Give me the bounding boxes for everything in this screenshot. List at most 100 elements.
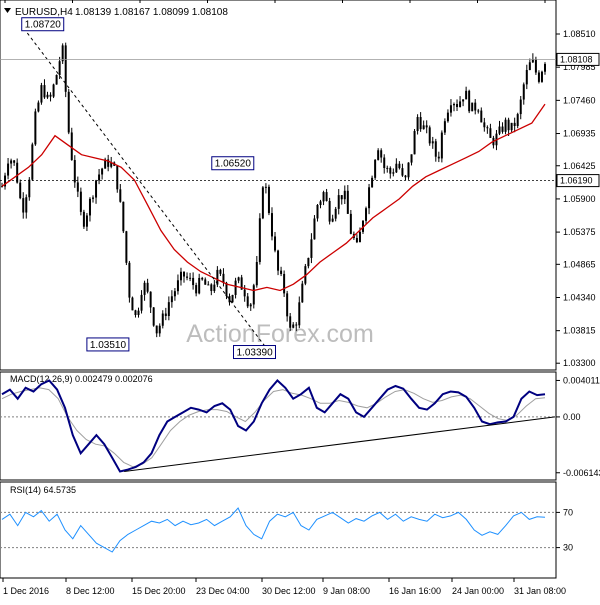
- candle-body: [368, 187, 371, 209]
- candle-body: [104, 159, 107, 169]
- time-axis-label: 30 Dec 12:00: [262, 586, 316, 596]
- time-axis-label: 15 Dec 20:00: [132, 586, 186, 596]
- candle-body: [310, 239, 313, 258]
- candle-body: [13, 160, 16, 163]
- candle-body: [383, 157, 386, 168]
- candle-body: [480, 110, 483, 123]
- price-axis-label: 1.06935: [563, 129, 596, 139]
- candle-body: [531, 59, 534, 63]
- candle-body: [155, 325, 158, 334]
- candle-body: [82, 211, 85, 227]
- candle-body: [7, 163, 10, 176]
- candle-body: [298, 302, 301, 326]
- candle-body: [158, 325, 161, 334]
- candle-body: [528, 62, 531, 70]
- candle-body: [234, 280, 237, 295]
- candle-body: [389, 167, 392, 174]
- candle-body: [122, 201, 125, 232]
- candle-body: [322, 192, 325, 202]
- candle-body: [513, 122, 516, 126]
- candle-body: [46, 94, 49, 98]
- candle-body: [434, 141, 437, 157]
- time-axis-label: 9 Jan 08:00: [323, 586, 370, 596]
- candle-body: [252, 285, 255, 305]
- candle-body: [440, 132, 443, 159]
- candle-body: [173, 291, 176, 297]
- candle-body: [207, 284, 210, 286]
- candle-body: [313, 218, 316, 240]
- candle-body: [477, 110, 480, 112]
- candle-body: [88, 198, 91, 216]
- candle-body: [428, 127, 431, 144]
- candle-body: [449, 105, 452, 113]
- candle-body: [167, 302, 170, 316]
- candle-body: [483, 122, 486, 128]
- candle-body: [22, 198, 25, 213]
- candle-body: [425, 125, 428, 128]
- candle-body: [101, 168, 104, 175]
- price-annotation-label: 1.03390: [237, 348, 274, 359]
- candle-body: [516, 114, 519, 126]
- macd-axis-label: 0.00: [563, 412, 581, 422]
- candle-body: [219, 269, 222, 274]
- candle-body: [398, 163, 401, 169]
- macd-title: MACD(12,26,9) 0.002479 0.002076: [10, 374, 153, 384]
- candle-body: [504, 119, 507, 132]
- candle-body: [468, 90, 471, 112]
- candle-body: [283, 273, 286, 294]
- candle-body: [419, 117, 422, 130]
- candle-body: [28, 179, 31, 198]
- candle-body: [31, 144, 34, 180]
- candle-body: [277, 250, 280, 271]
- candle-body: [361, 220, 364, 232]
- candle-body: [380, 150, 383, 158]
- candle-body: [52, 84, 55, 97]
- level-price-label: 1.06190: [560, 176, 593, 186]
- price-annotation-label: 1.03510: [90, 340, 127, 351]
- candle-body: [19, 182, 22, 199]
- candle-body: [125, 231, 128, 263]
- candle-body: [498, 126, 501, 134]
- price-axis-label: 1.03300: [563, 358, 596, 368]
- candle-body: [179, 271, 182, 281]
- candle-body: [61, 45, 64, 62]
- candle-body: [34, 111, 37, 145]
- candle-body: [465, 90, 468, 100]
- macd-axis-label: 0.004011: [563, 375, 600, 385]
- candle-body: [152, 307, 155, 326]
- rsi-axis-label: 70: [563, 507, 573, 517]
- candle-body: [58, 61, 61, 75]
- candle-body: [186, 276, 189, 278]
- price-axis-label: 1.04865: [563, 259, 596, 269]
- macd-signal-line: [1, 387, 546, 468]
- price-axis-label: 1.06425: [563, 161, 596, 171]
- candle-body: [210, 284, 213, 292]
- candle-body: [422, 125, 425, 130]
- rsi-panel-frame: [0, 481, 557, 579]
- candle-body: [216, 269, 219, 285]
- candle-body: [489, 128, 492, 138]
- candle-body: [292, 324, 295, 328]
- candle-body: [92, 197, 95, 199]
- candle-body: [107, 159, 110, 167]
- candle-body: [431, 141, 434, 144]
- candle-body: [170, 296, 173, 303]
- collapse-triangle-icon[interactable]: [4, 8, 11, 13]
- candle-body: [231, 294, 234, 303]
- candle-body: [443, 121, 446, 133]
- candle-body: [246, 296, 249, 307]
- symbol-label: EURUSD,H4: [15, 7, 73, 18]
- candle-body: [25, 197, 28, 213]
- candle-body: [1, 186, 3, 188]
- candle-body: [392, 172, 395, 174]
- price-annotation-label: 1.08720: [25, 20, 62, 31]
- price-annotation-box: [21, 17, 65, 32]
- candle-body: [240, 277, 243, 290]
- current-price-label: 1.08108: [560, 54, 593, 64]
- candle-body: [79, 191, 82, 212]
- time-axis-label: 16 Jan 16:00: [389, 586, 441, 596]
- rsi-line: [1, 507, 546, 553]
